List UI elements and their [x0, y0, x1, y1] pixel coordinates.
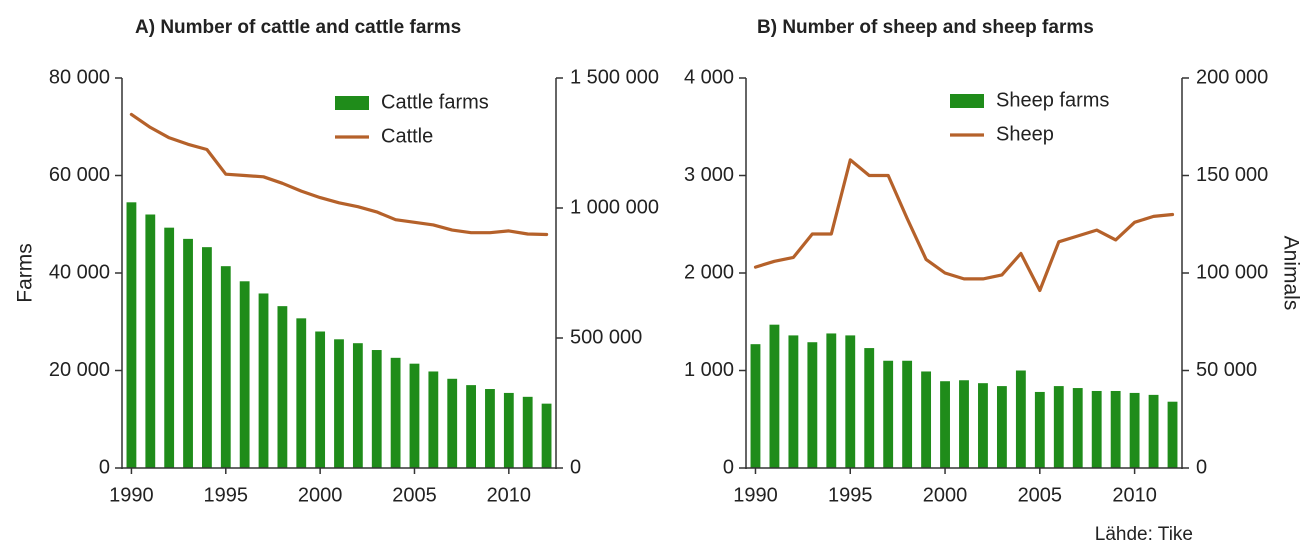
- chart-a-title: A) Number of cattle and cattle farms: [135, 17, 461, 38]
- chart-b-bar-2008: [1091, 390, 1102, 468]
- chart-b-bar-1998: [902, 360, 913, 468]
- chart-b-title: B) Number of sheep and sheep farms: [757, 17, 1094, 38]
- chart-a-legend-label-cattle: Cattle: [381, 125, 433, 147]
- chart-a-ylabel: Farms: [14, 243, 37, 303]
- chart-a-bar-2010: [503, 392, 514, 468]
- chart-b-bar-1996: [864, 348, 875, 468]
- chart-a-bar-2008: [466, 385, 476, 468]
- chart-b-bar-1999: [921, 371, 932, 468]
- chart-a-y2tick-label-500000: 500 000: [570, 326, 642, 348]
- chart-a-xtick-label-2010: 2010: [487, 484, 532, 506]
- chart-b-bar-1991: [769, 324, 780, 468]
- chart-a-bar-2000: [315, 331, 326, 468]
- chart-a-bar-2011: [522, 396, 533, 468]
- chart-b-line-sheep: [753, 158, 1175, 293]
- chart-b-y2tick-label-0: 0: [1196, 456, 1207, 478]
- chart-a-bar-2001: [334, 339, 344, 468]
- chart-a-bar-1995: [220, 266, 231, 468]
- chart-b-bar-2005: [1034, 391, 1045, 468]
- chart-a-bar-2005: [409, 363, 420, 468]
- chart-a-ytick-label-60000: 60 000: [49, 164, 110, 186]
- chart-a-ytick-label-0: 0: [99, 456, 110, 478]
- chart-a-bar-1996: [239, 281, 250, 468]
- chart-a-bar-1994: [202, 247, 212, 468]
- chart-a-legend-swatch-cattle-farms: [335, 96, 369, 110]
- source-label: Lähde: Tike: [1094, 524, 1193, 545]
- chart-b-bar-2011: [1148, 394, 1159, 468]
- chart-b-bar-1997: [883, 360, 894, 468]
- chart-b-bar-1994: [826, 333, 837, 468]
- chart-a-ytick-label-40000: 40 000: [49, 261, 110, 283]
- chart-b-bar-2003: [996, 386, 1007, 468]
- chart-a-xtick-label-2005: 2005: [392, 484, 437, 506]
- chart-b-xtick-label-1990: 1990: [733, 484, 778, 506]
- chart-b-xtick-label-2010: 2010: [1112, 484, 1157, 506]
- chart-a-y2tick-label-1500000: 1 500 000: [570, 66, 659, 88]
- chart-b-bar-1990: [750, 344, 761, 468]
- chart-a-bar-2007: [447, 378, 458, 468]
- chart-b-xtick-label-2005: 2005: [1018, 484, 1063, 506]
- chart-b-legend-swatch-sheep-farms: [950, 94, 984, 108]
- chart-a-bar-1992: [164, 227, 175, 468]
- chart-b-ytick-label-0: 0: [723, 456, 734, 478]
- chart-b-bar-2007: [1072, 388, 1083, 468]
- chart-a-bar-2003: [371, 350, 382, 468]
- chart-b-legend-label-sheep: Sheep: [996, 123, 1054, 145]
- chart-b-y2tick-label-200000: 200 000: [1196, 66, 1268, 88]
- chart-a-bar-2009: [485, 389, 495, 468]
- chart-b-legend-label-sheep-farms: Sheep farms: [996, 89, 1109, 111]
- chart-a-bar-1998: [277, 306, 288, 468]
- chart-a-y2tick-label-1000000: 1 000 000: [570, 196, 659, 218]
- chart-b-ytick-label-4000: 4 000: [684, 66, 734, 88]
- chart-b-bar-2009: [1110, 390, 1121, 468]
- chart-b-bar-2012: [1167, 401, 1178, 468]
- chart-b-bar-2000: [940, 381, 950, 468]
- chart-b-bar-2010: [1129, 392, 1140, 468]
- chart-a-bar-2012: [541, 403, 552, 468]
- chart-a-bar-2002: [352, 343, 363, 468]
- chart-a-bar-1997: [258, 293, 269, 468]
- chart-a-line-cattle: [129, 112, 549, 237]
- chart-b-y2tick-label-50000: 50 000: [1196, 359, 1257, 381]
- chart-b-bar-2002: [978, 383, 988, 468]
- chart-a-xtick-label-1995: 1995: [204, 484, 249, 506]
- chart-a-ytick-label-20000: 20 000: [49, 359, 110, 381]
- chart-a-bar-1990: [126, 202, 137, 468]
- chart-a-xtick-label-2000: 2000: [298, 484, 343, 506]
- chart-b-ytick-label-3000: 3 000: [684, 164, 734, 186]
- chart-b-bar-2006: [1053, 386, 1064, 468]
- chart-a-xtick-label-1990: 1990: [109, 484, 154, 506]
- chart-b-y2tick-label-150000: 150 000: [1196, 164, 1268, 186]
- chart-a-ytick-label-80000: 80 000: [49, 66, 110, 88]
- chart-a-bar-2006: [428, 371, 439, 468]
- chart-b-bar-2004: [1015, 370, 1026, 468]
- chart-b-bar-2001: [959, 380, 969, 468]
- chart-a-bar-1993: [183, 238, 193, 468]
- chart-a-legend-label-cattle-farms: Cattle farms: [381, 91, 489, 113]
- chart-b-xtick-label-1995: 1995: [828, 484, 873, 506]
- chart-a-bar-2004: [390, 357, 401, 468]
- chart-b-bar-1993: [807, 342, 818, 468]
- chart-a-bar-1991: [145, 214, 156, 468]
- chart-b-ytick-label-1000: 1 000: [684, 359, 734, 381]
- chart-a-y2tick-label-0: 0: [570, 456, 581, 478]
- chart-b-y2label: Animals: [1279, 236, 1302, 311]
- chart-b-bar-1992: [788, 335, 799, 468]
- chart-b-y2tick-label-100000: 100 000: [1196, 261, 1268, 283]
- chart-a-bar-1999: [296, 318, 307, 468]
- chart-b-xtick-label-2000: 2000: [923, 484, 968, 506]
- chart-b-ytick-label-2000: 2 000: [684, 261, 734, 283]
- chart-b-bar-1995: [845, 335, 856, 468]
